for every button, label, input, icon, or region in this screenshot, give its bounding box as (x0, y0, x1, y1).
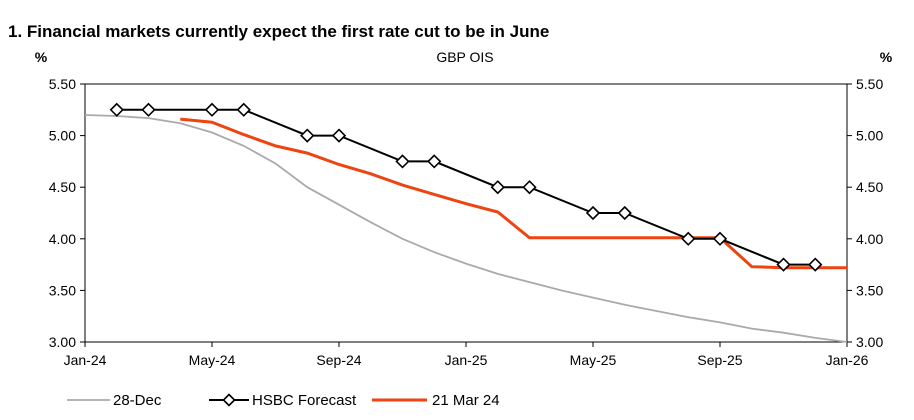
data-point-marker (109, 102, 124, 117)
data-point-marker (331, 128, 347, 143)
data-point-marker (585, 205, 601, 221)
x-tick-label: Jan-26 (826, 352, 869, 368)
data-point-marker (808, 257, 823, 272)
data-point-marker (300, 128, 315, 143)
y-tick-label-left: 3.00 (49, 334, 76, 350)
y-tick-label-left: 5.50 (49, 76, 76, 92)
y-tick-label-right: 5.00 (856, 128, 883, 144)
y-tick-label-right: 5.50 (856, 76, 883, 92)
x-tick-label: May-24 (189, 352, 236, 368)
y-tick-label-left: 5.00 (49, 128, 76, 144)
y-tick-label-left: 3.50 (49, 282, 76, 298)
data-point-marker (490, 180, 505, 195)
y-tick-label-left: 4.00 (49, 231, 76, 247)
series-line (180, 117, 847, 270)
data-point-marker (617, 205, 632, 221)
plot-frame (84, 83, 848, 343)
chart-subtitle: GBP OIS (436, 49, 493, 65)
series-line (84, 114, 848, 343)
y-tick-label-right: 4.50 (856, 179, 883, 195)
legend-label: HSBC Forecast (252, 392, 357, 409)
data-point-marker (427, 154, 442, 169)
data-point-marker (776, 257, 791, 272)
series-line (116, 108, 816, 266)
x-tick-label: Sep-25 (697, 352, 742, 368)
data-point-marker (141, 102, 156, 117)
data-point-marker (236, 102, 251, 117)
x-tick-label: Sep-24 (316, 352, 361, 368)
chart-title: 1. Financial markets currently expect th… (8, 22, 550, 41)
x-tick-label: Jan-24 (64, 352, 107, 368)
data-point-marker (395, 154, 410, 169)
x-tick-label: May-25 (570, 352, 617, 368)
y-tick-label-right: 4.00 (856, 231, 883, 247)
y-tick-label-left: 4.50 (49, 179, 76, 195)
legend-marker (222, 393, 236, 407)
y-axis-unit-left: % (35, 49, 48, 65)
y-tick-label-right: 3.50 (856, 282, 883, 298)
data-point-marker (712, 231, 728, 246)
data-point-marker (522, 180, 537, 195)
legend-label: 21 Mar 24 (432, 392, 500, 409)
legend-label: 28-Dec (113, 392, 162, 409)
y-tick-label-right: 3.00 (856, 334, 883, 350)
data-point-marker (204, 102, 220, 117)
x-tick-label: Jan-25 (445, 352, 488, 368)
data-point-marker (681, 231, 696, 246)
y-axis-unit-right: % (880, 49, 893, 65)
